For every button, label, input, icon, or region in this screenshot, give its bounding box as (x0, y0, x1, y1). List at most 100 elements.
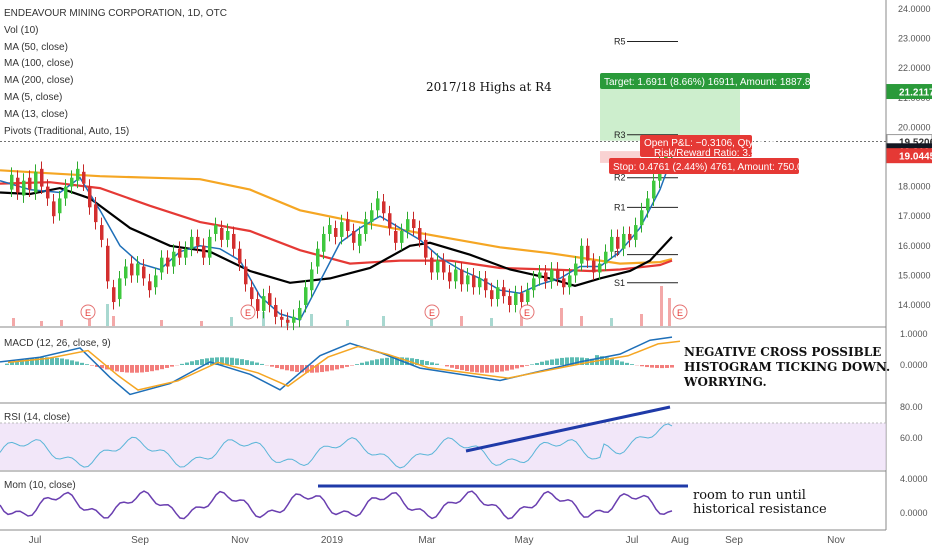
volume-bar (230, 317, 233, 326)
legend-ma50: MA (50, close) (4, 41, 68, 53)
volume-bar (346, 320, 349, 326)
stop-zone (600, 151, 640, 163)
macd-histogram-bar (260, 363, 264, 365)
macd-histogram-bar (130, 365, 134, 373)
price-label-text: 21.2117 (899, 88, 932, 99)
target-box-text: Target: 1.6911 (8.66%) 16911, Amount: 18… (604, 77, 816, 88)
macd-histogram-bar (190, 361, 194, 365)
earnings-marker-label: E (677, 308, 683, 318)
candle-body (274, 305, 278, 317)
candle-body (442, 260, 446, 273)
volume-bar (88, 319, 91, 326)
candle-body (196, 236, 200, 246)
candle-body (484, 278, 488, 291)
macd-histogram-bar (560, 357, 564, 365)
candle-body (454, 269, 458, 282)
time-tick-label: Aug (671, 535, 689, 546)
candle-body (520, 293, 524, 303)
candle-body (22, 180, 26, 196)
candle-body (490, 290, 494, 300)
earnings-marker[interactable] (424, 304, 440, 320)
candle-body (334, 228, 338, 237)
earnings-marker[interactable] (672, 304, 688, 320)
macd-histogram-bar (355, 364, 359, 365)
time-tick-label: Sep (131, 535, 149, 546)
pivot-label-s1: S1 (614, 278, 625, 288)
candle-body (112, 287, 116, 303)
candle-body (70, 177, 74, 187)
price-tick-label: 23.0000 (898, 34, 931, 44)
legend-ma200: MA (200, close) (4, 75, 74, 87)
macd-histogram-bar (570, 357, 574, 365)
macd-histogram-bar (610, 358, 614, 365)
price-label-text: 19.0445 (899, 152, 932, 163)
macd-line (0, 336, 673, 396)
candle-body (118, 278, 122, 300)
candle-body (88, 186, 92, 208)
volume-bar (580, 316, 583, 326)
target-box (600, 73, 810, 89)
candle-body (580, 245, 584, 264)
candle-body (262, 296, 266, 311)
candle-body (232, 233, 236, 249)
macd-histogram-bar (270, 365, 274, 367)
time-tick-label: Nov (231, 535, 249, 546)
macd-tick-label: 0.0000 (900, 360, 928, 370)
macd-histogram-bar (10, 362, 14, 365)
candle-body (52, 201, 56, 217)
candle-body (478, 278, 482, 288)
macd-histogram-bar (300, 365, 304, 373)
candle-body (382, 201, 386, 214)
price-tick-label: 15.0000 (898, 270, 931, 280)
candle-body (172, 251, 176, 267)
price-tick-label: 14.0000 (898, 300, 931, 310)
candle-body (40, 168, 44, 187)
candle-body (202, 245, 206, 258)
candle-body (268, 293, 272, 305)
macd-histogram-bar (575, 357, 579, 365)
candle-body (370, 210, 374, 223)
candle-body (568, 275, 572, 288)
time-tick-label: Jul (626, 535, 639, 546)
candle-body (622, 233, 626, 249)
earnings-marker[interactable] (80, 304, 96, 320)
macd-histogram-bar (335, 365, 339, 370)
earnings-marker[interactable] (519, 304, 535, 320)
macd-histogram-bar (340, 365, 344, 369)
macd-histogram-bar (30, 358, 34, 365)
macd-histogram-bar (170, 365, 174, 367)
macd-histogram-bar (530, 364, 534, 365)
candle-body (640, 210, 644, 226)
candle-body (514, 293, 518, 305)
macd-histogram-bar (475, 365, 479, 373)
macd-histogram-bar (655, 365, 659, 368)
volume-bar (200, 321, 203, 326)
macd-histogram-bar (195, 360, 199, 365)
candle-body (436, 260, 440, 273)
macd-histogram-bar (230, 357, 234, 365)
macd-histogram-bar (620, 361, 624, 365)
volume-bar (112, 316, 115, 326)
macd-histogram-bar (660, 365, 664, 369)
macd-histogram-bar (325, 365, 329, 372)
candle-body (10, 174, 14, 190)
macd-histogram-bar (305, 365, 309, 373)
stop-box (609, 158, 799, 174)
pnl-box (640, 135, 752, 157)
macd-signal-line (7, 340, 681, 391)
earnings-marker[interactable] (240, 304, 256, 320)
candle-body (280, 316, 284, 320)
macd-histogram-bar (625, 362, 629, 365)
price-tick-label: 24.0000 (898, 4, 931, 14)
rsi-trendline[interactable] (465, 405, 671, 453)
candle-body (82, 171, 86, 184)
macd-histogram-bar (670, 365, 674, 368)
ma-line-2 (0, 186, 673, 287)
momentum-line (0, 490, 673, 520)
candle-body (178, 248, 182, 258)
macd-histogram-bar (370, 360, 374, 365)
macd-histogram-bar (275, 365, 279, 368)
macd-histogram-bar (555, 358, 559, 365)
macd-histogram-bar (80, 362, 84, 365)
